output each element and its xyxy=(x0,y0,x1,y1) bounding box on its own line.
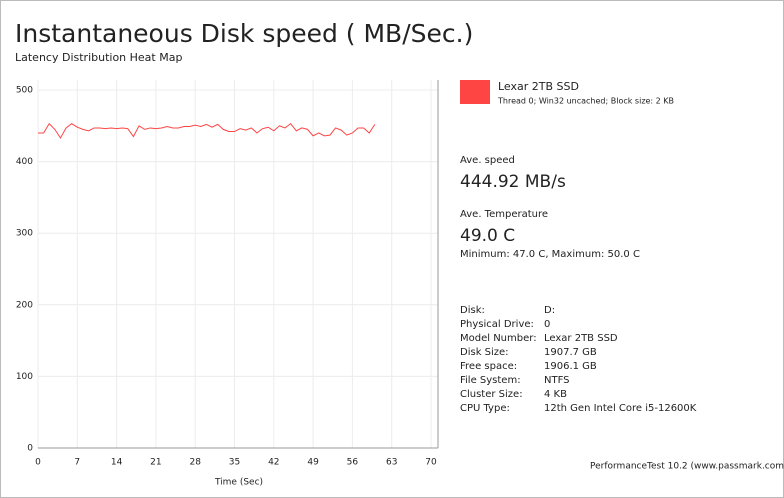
legend-detail: Thread 0; Win32 uncached; Block size: 2 … xyxy=(497,97,674,106)
info-value: Lexar 2TB SSD xyxy=(544,333,618,344)
temp-range: Minimum: 47.0 C, Maximum: 50.0 C xyxy=(460,249,640,260)
speed-label: Ave. speed xyxy=(460,155,515,166)
y-tick-label: 100 xyxy=(16,372,33,382)
chart-title: Instantaneous Disk speed ( MB/Sec.) xyxy=(15,19,473,48)
info-key: CPU Type: xyxy=(460,403,510,414)
info-key: Free space: xyxy=(460,361,517,372)
x-tick-label: 28 xyxy=(189,458,201,468)
info-key: Physical Drive: xyxy=(460,319,534,330)
footer: PerformanceTest 10.2 (www.passmark.com) xyxy=(590,462,784,472)
x-tick-label: 21 xyxy=(150,458,161,468)
legend-label: Lexar 2TB SSD xyxy=(498,80,579,93)
info-key: File System: xyxy=(460,375,521,386)
x-tick-label: 56 xyxy=(347,458,359,468)
x-tick-label: 7 xyxy=(74,458,80,468)
speed-value: 444.92 MB/s xyxy=(460,172,566,192)
info-key: Disk Size: xyxy=(460,347,509,358)
info-value: D: xyxy=(544,305,555,316)
info-value: 1906.1 GB xyxy=(544,361,597,372)
info-key: Cluster Size: xyxy=(460,389,523,400)
y-tick-label: 200 xyxy=(16,300,33,310)
x-tick-label: 14 xyxy=(111,458,123,468)
chart-subtitle: Latency Distribution Heat Map xyxy=(15,51,182,64)
info-value: NTFS xyxy=(544,375,570,386)
temp-value: 49.0 C xyxy=(460,226,515,246)
y-tick-label: 0 xyxy=(27,444,33,454)
info-value: 4 KB xyxy=(544,389,567,400)
x-tick-label: 35 xyxy=(229,458,240,468)
info-value: 12th Gen Intel Core i5-12600K xyxy=(544,403,697,414)
x-tick-label: 42 xyxy=(268,458,279,468)
info-value: 1907.7 GB xyxy=(544,347,597,358)
x-axis-label: Time (Sec) xyxy=(214,478,263,488)
data-line xyxy=(38,122,376,139)
y-tick-label: 300 xyxy=(16,229,33,239)
y-tick-label: 500 xyxy=(16,86,33,96)
x-tick-label: 49 xyxy=(307,458,319,468)
legend-swatch xyxy=(460,80,490,104)
x-tick-label: 0 xyxy=(35,458,41,468)
info-value: 0 xyxy=(544,319,550,330)
y-tick-label: 400 xyxy=(16,157,33,167)
x-tick-label: 63 xyxy=(386,458,397,468)
info-key: Disk: xyxy=(460,305,485,316)
x-tick-label: 70 xyxy=(425,458,437,468)
temp-label: Ave. Temperature xyxy=(460,209,548,220)
info-key: Model Number: xyxy=(460,333,537,344)
